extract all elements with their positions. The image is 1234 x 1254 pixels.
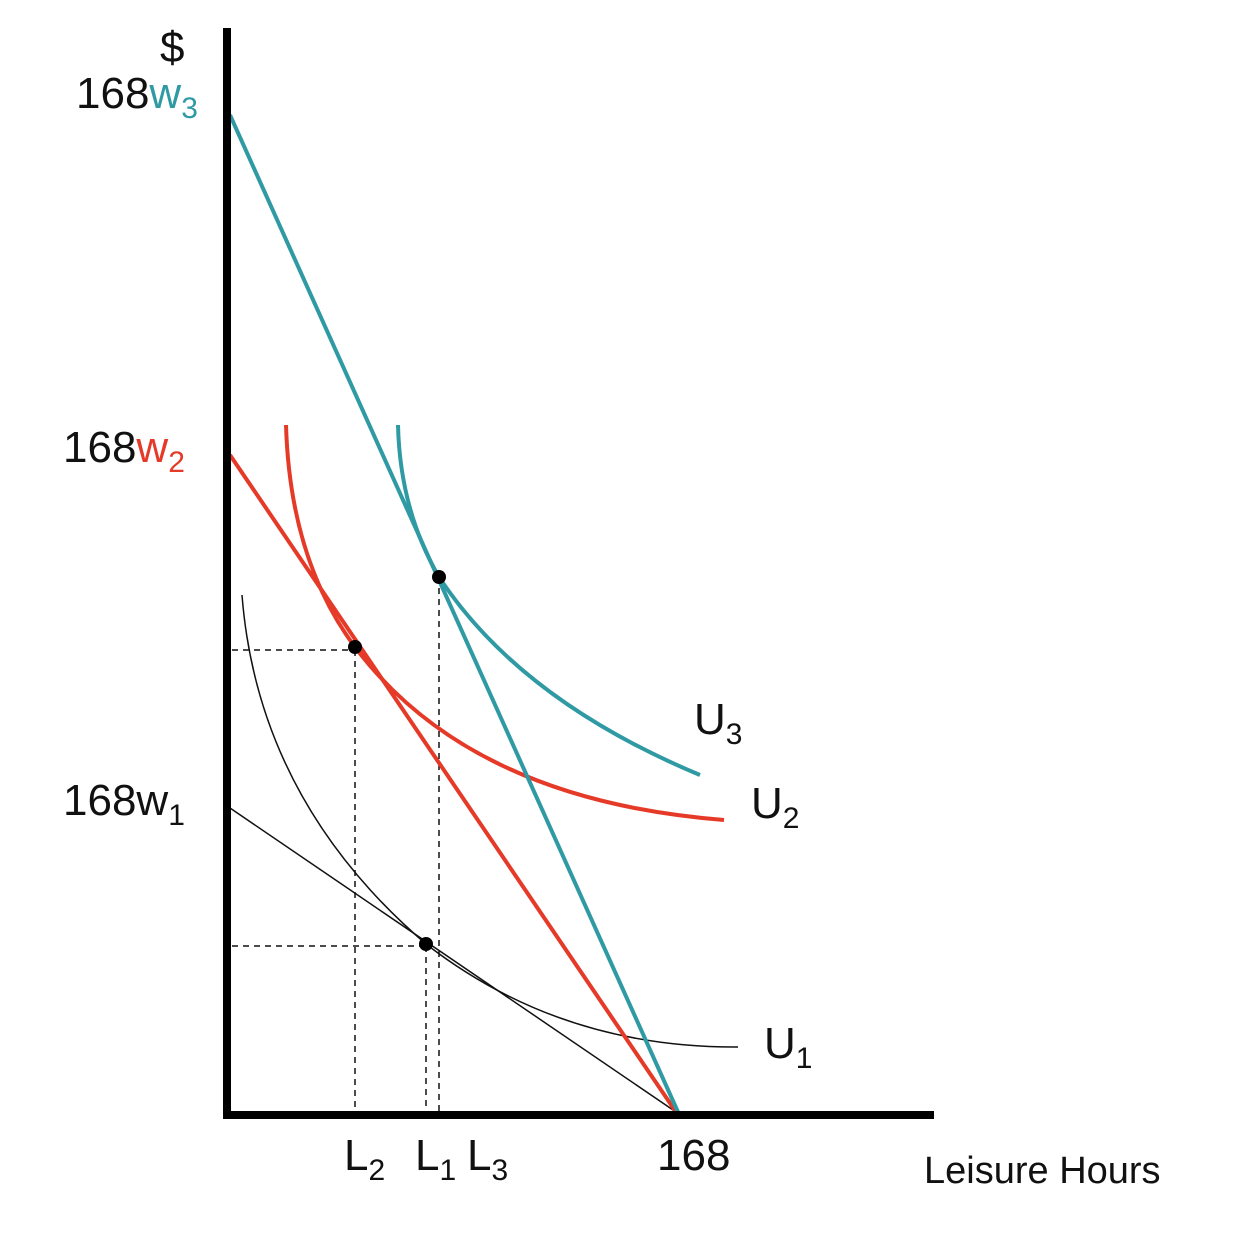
curve-label-u2: U2 (751, 779, 799, 835)
budget-line-w1 (229, 807, 677, 1113)
x-axis-title: Leisure Hours (924, 1150, 1161, 1192)
y-axis-unit: $ (160, 23, 184, 72)
indifference-curve-u3 (396, 424, 701, 777)
curve-label-u3: U3 (694, 695, 742, 751)
budget-line-w2 (228, 453, 678, 1114)
indifference-curve-u1 (241, 594, 739, 1048)
tangency-point-u2 (348, 640, 362, 654)
intercept-label-w3: 168w3 (76, 69, 198, 125)
curve-label-u1: U1 (764, 1019, 812, 1075)
intercept-label-w1: 168w1 (63, 776, 185, 832)
x-tick-l2: L2 (344, 1131, 385, 1187)
tangency-point-u1 (419, 937, 433, 951)
intercept-label-w2: 168w2 (63, 423, 185, 479)
tangency-point-u3 (432, 570, 446, 584)
x-axis-end-label: 168 (657, 1131, 730, 1180)
indifference-curve-u2 (284, 424, 725, 822)
dashed-guides (232, 577, 440, 1115)
x-tick-l1: L1 (415, 1131, 456, 1187)
budget-line-w3 (228, 114, 680, 1113)
x-tick-l3: L3 (467, 1131, 508, 1187)
